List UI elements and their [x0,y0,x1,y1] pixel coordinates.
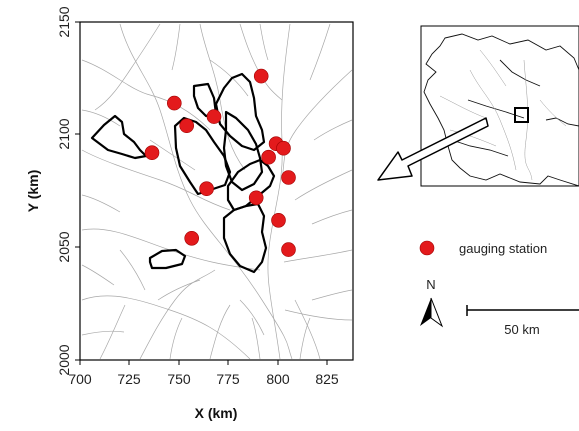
north-arrow-icon: N [420,277,444,328]
gauging-station-marker [276,140,291,156]
y-tick-labels: 2150 2100 2050 2000 [56,6,72,375]
y-tick-label: 2100 [56,118,72,149]
gauging-station-marker [261,149,276,165]
study-area-locator-box [514,107,529,123]
y-tick-label: 2050 [56,231,72,262]
gauging-station-marker [281,242,296,257]
gauging-stations [144,68,296,257]
gauging-station-marker [144,145,160,160]
scale-bar-label: 50 km [504,322,539,337]
gauging-station-marker [167,95,182,111]
y-axis-ticks [75,21,80,361]
x-tick-label: 700 [68,371,92,387]
main-map: 700 725 750 775 800 825 2150 2100 2050 2… [25,6,354,421]
gauging-station-marker [206,109,222,124]
y-tick-label: 2000 [56,344,72,375]
inset-river-network [439,49,567,181]
gauging-station-marker [199,181,214,196]
y-tick-label: 2150 [56,6,72,37]
scale-bar: 50 km [466,305,579,337]
gauging-station-marker [281,170,296,185]
inset-map [420,25,579,187]
gauging-station-marker [271,213,286,228]
legend: gauging station [419,240,547,256]
inset-frame [420,25,579,187]
x-tick-label: 750 [167,371,191,387]
north-label: N [426,277,435,292]
map-frame [79,21,354,361]
x-axis-title: X (km) [195,405,238,421]
x-tick-label: 825 [315,371,339,387]
pointer-arrow-icon [377,117,489,181]
x-tick-labels: 700 725 750 775 800 825 [68,371,339,387]
x-axis-ticks [79,360,328,365]
gauging-station-marker [253,68,269,84]
x-tick-label: 775 [216,371,240,387]
legend-station-symbol [419,240,435,256]
gauging-station-marker [179,118,194,133]
x-tick-label: 725 [117,371,141,387]
catchment-boundaries [90,72,276,274]
gauging-station-marker [248,190,264,206]
x-tick-label: 800 [266,371,290,387]
gauging-station-marker [184,231,199,246]
y-axis-title: Y (km) [25,170,41,213]
legend-station-label: gauging station [459,241,547,256]
